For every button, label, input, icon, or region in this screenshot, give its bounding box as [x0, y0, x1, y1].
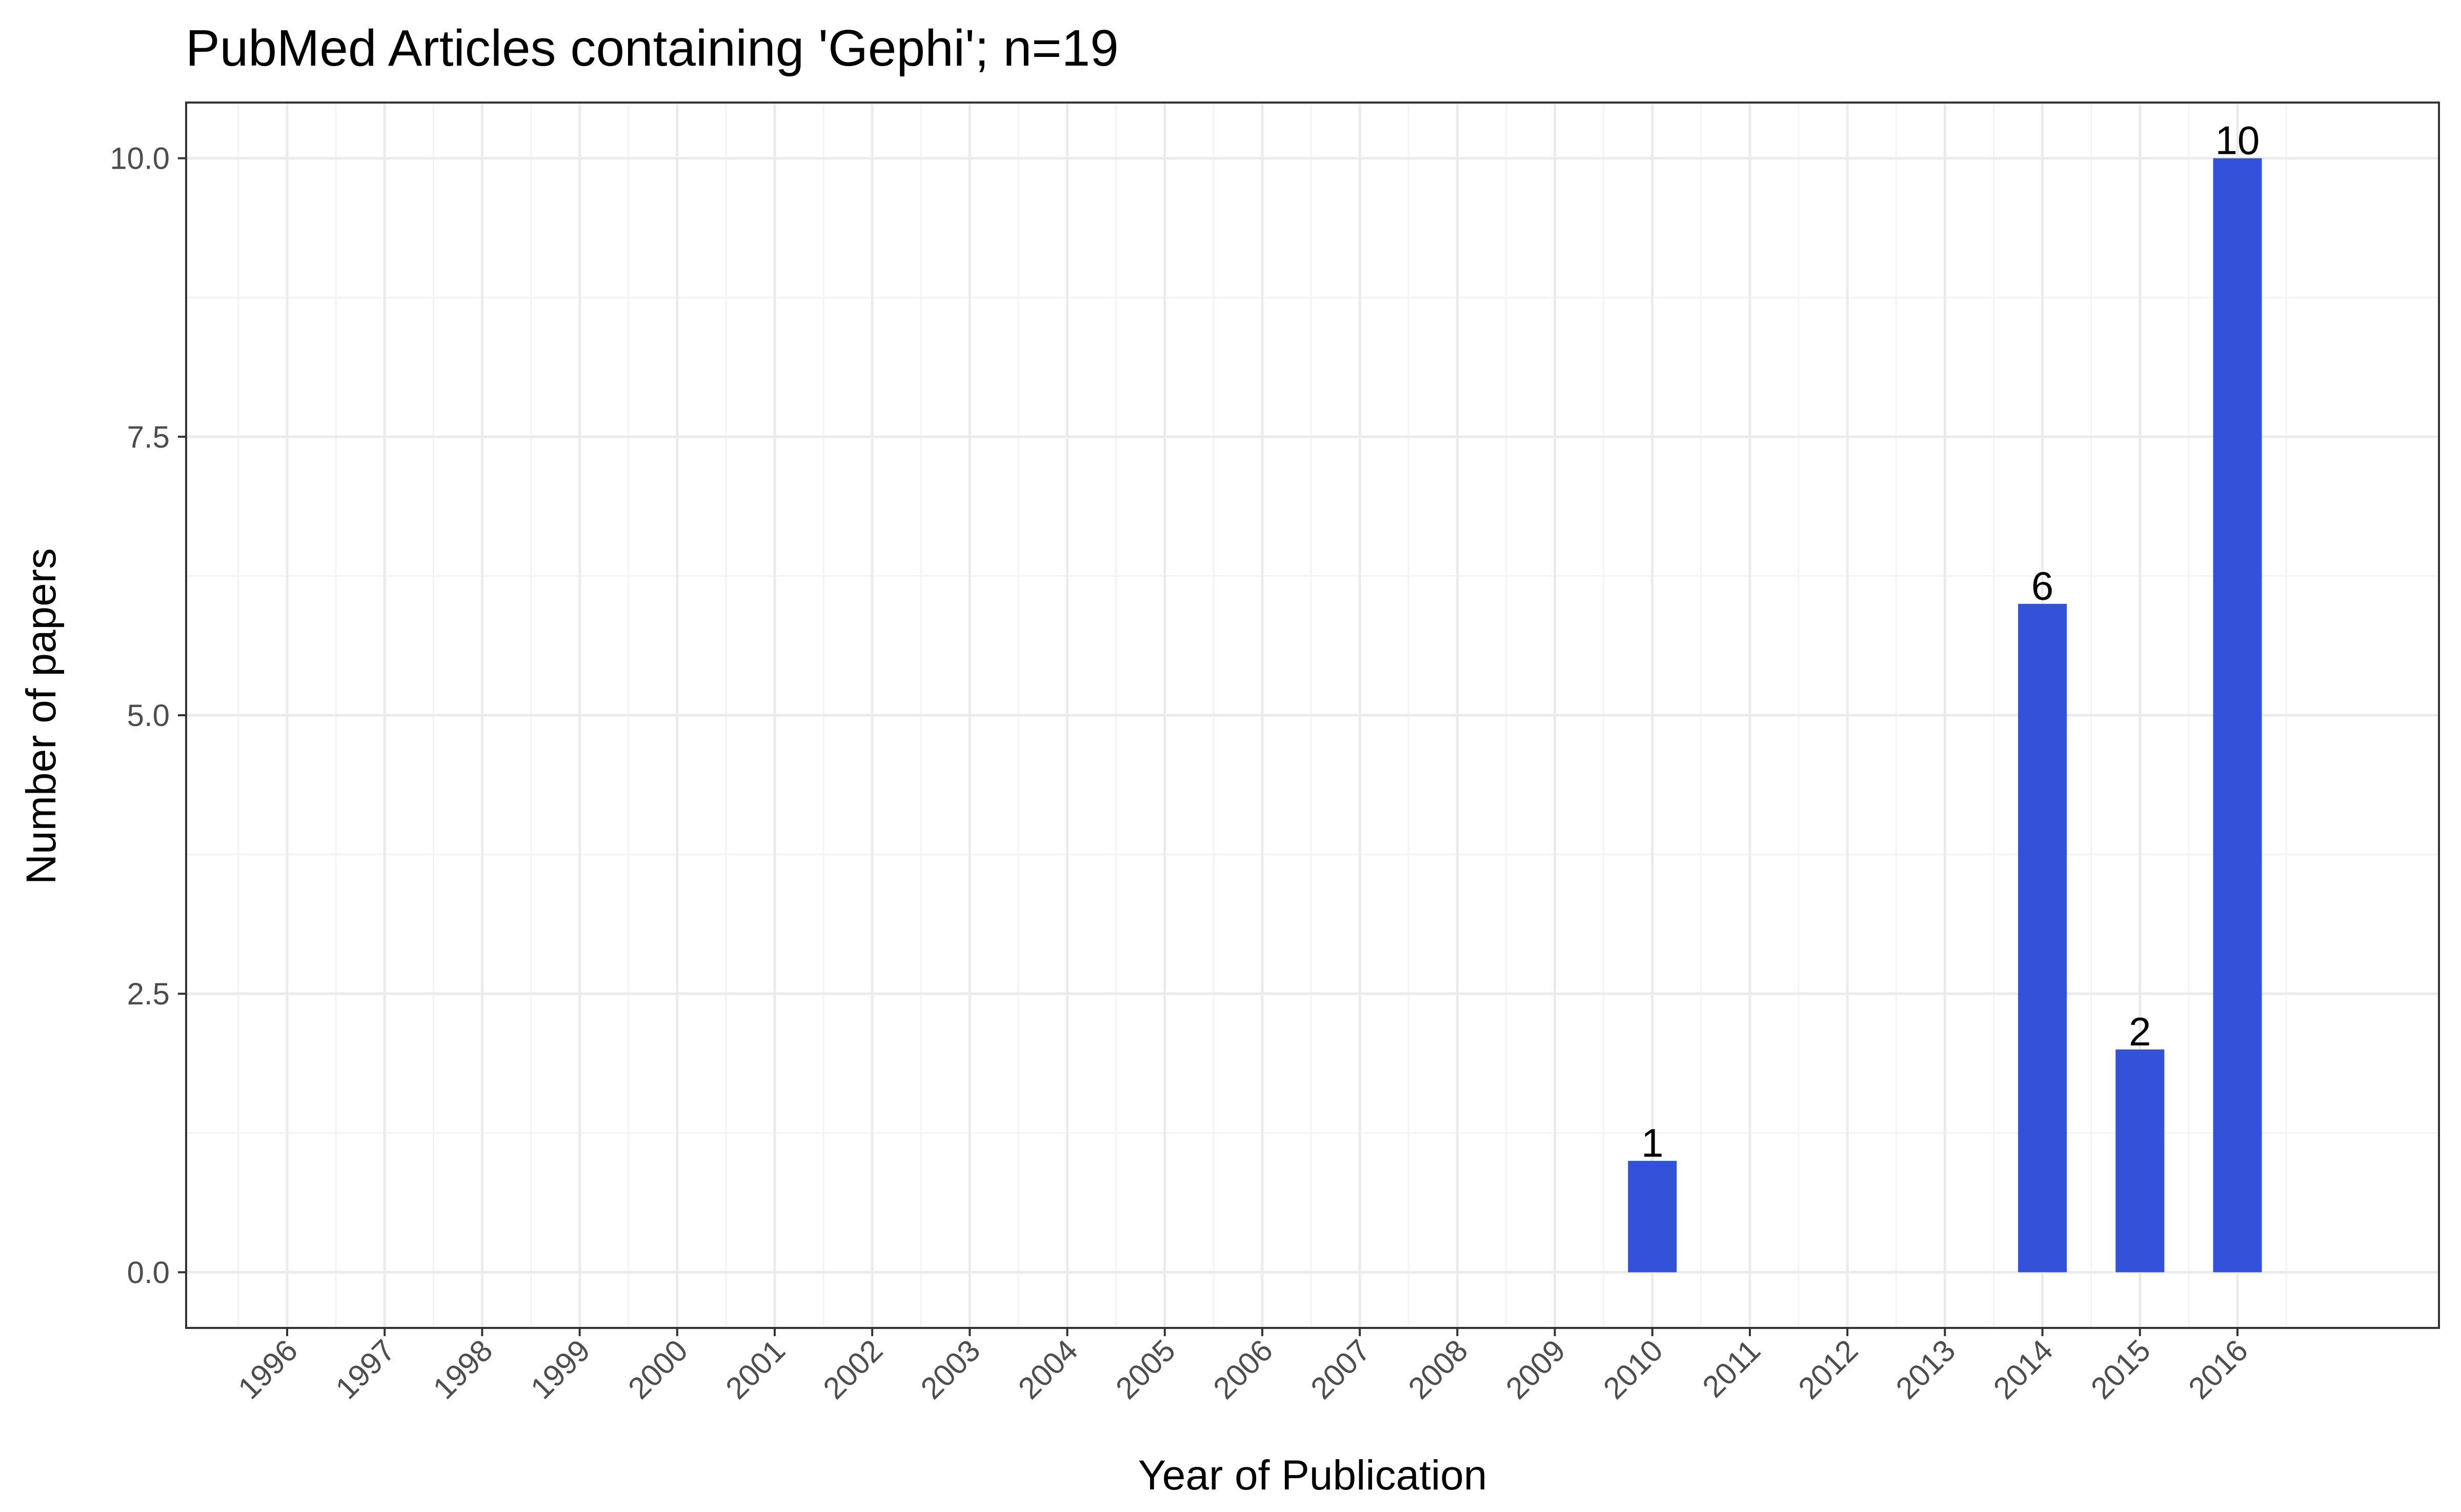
y-tick-label: 7.5: [127, 420, 170, 454]
bar-2015: [2115, 1049, 2165, 1273]
x-tick-label: 2004: [1012, 1333, 1084, 1406]
x-tick-label: 2001: [719, 1333, 792, 1406]
x-tick-label: 2000: [621, 1333, 694, 1406]
x-tick-label: 2016: [2182, 1333, 2254, 1406]
y-axis-title: Number of papers: [18, 548, 65, 884]
bar-2014: [2018, 603, 2067, 1273]
x-tick-label: 1997: [329, 1333, 402, 1406]
x-tick-label: 2002: [817, 1333, 890, 1406]
x-tick-label: 2006: [1206, 1333, 1279, 1406]
x-tick-label: 2013: [1889, 1333, 1962, 1406]
x-tick-label: 2007: [1304, 1333, 1377, 1406]
x-axis-title: Year of Publication: [1138, 1452, 1487, 1499]
x-tick-label: 2012: [1792, 1333, 1865, 1406]
y-tick-label: 0.0: [127, 1255, 170, 1289]
y-tick-label: 10.0: [110, 142, 170, 176]
major-gridlines: [186, 103, 2439, 1328]
data-label-2010: 1: [1641, 1120, 1663, 1165]
x-tick-label: 2014: [1987, 1333, 2060, 1406]
bar-2016: [2213, 158, 2262, 1273]
bar-2010: [1628, 1161, 1677, 1273]
data-label-2015: 2: [2129, 1009, 2151, 1054]
x-tick-label: 2015: [2084, 1333, 2157, 1406]
x-tick-label: 1999: [524, 1333, 597, 1406]
x-tick-label: 2003: [914, 1333, 987, 1406]
x-tick-label: 1996: [231, 1333, 304, 1406]
bars: [1628, 158, 2262, 1273]
x-tick-label: 2009: [1499, 1333, 1572, 1406]
x-tick-label: 2010: [1597, 1333, 1669, 1406]
y-tick-label: 5.0: [127, 698, 170, 733]
x-tick-label: 2008: [1402, 1333, 1475, 1406]
data-label-2016: 10: [2215, 118, 2260, 163]
x-axis-ticks: 1996 1997 1998 1999 2000 2001 2002 2003 2004 2005…: [231, 1328, 2254, 1406]
x-tick-label: 2005: [1109, 1333, 1182, 1406]
data-label-2014: 6: [2031, 563, 2053, 609]
x-tick-label: 1998: [427, 1333, 499, 1406]
y-tick-label: 2.5: [127, 977, 170, 1011]
y-axis-ticks: 0.0 2.5 5.0 7.5 10.0: [110, 142, 186, 1289]
chart-title: PubMed Articles containing 'Gephi'; n=19: [186, 19, 1119, 77]
x-tick-label: 2011: [1696, 1333, 1767, 1404]
data-labels: 1 6 2 10: [1641, 118, 2260, 1165]
